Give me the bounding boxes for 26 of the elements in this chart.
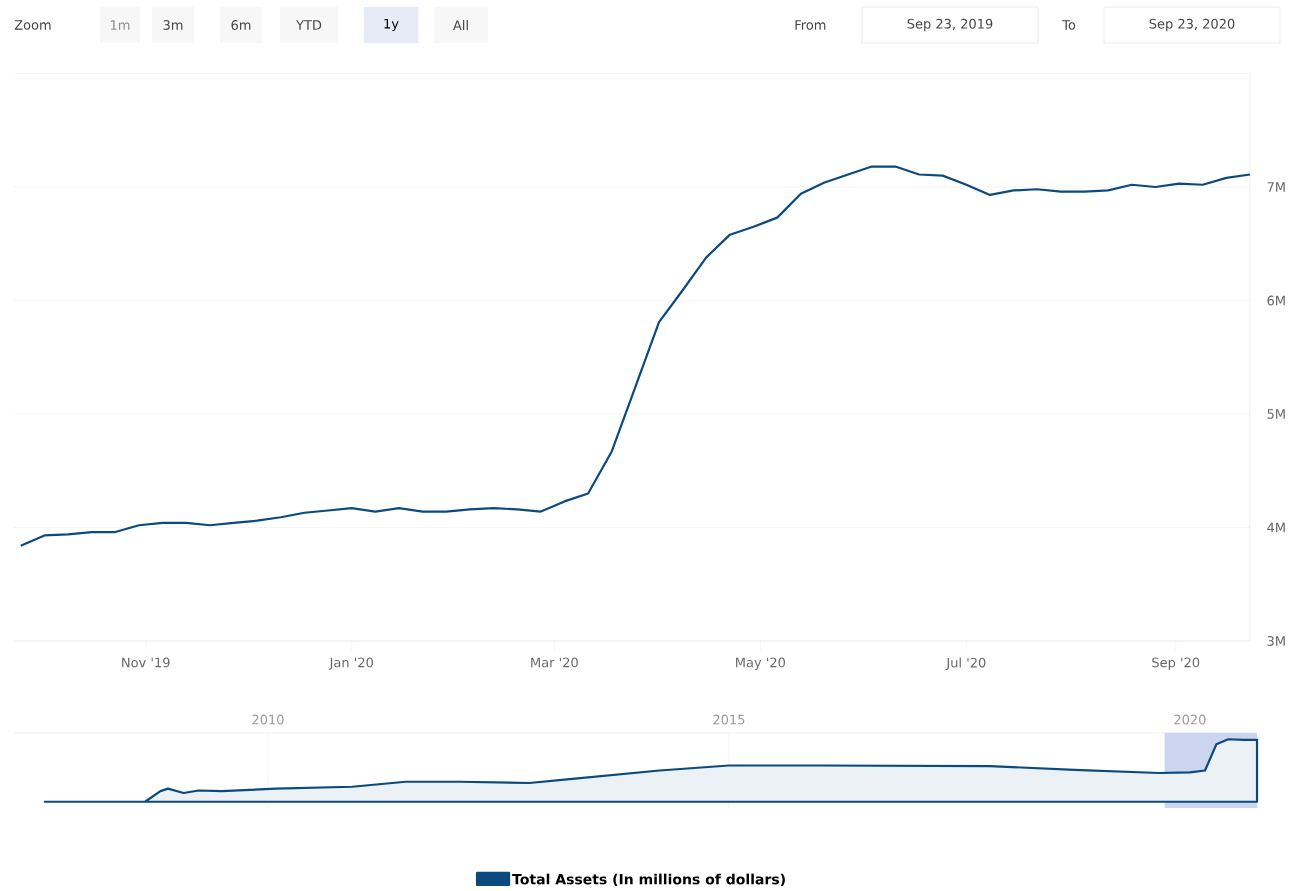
x-tick-label: Nov '19 [122, 657, 170, 668]
text: 1m [110, 20, 130, 30]
x-tick-label: Jan '20 [328, 657, 373, 670]
text: Sep 23, 2019 [907, 18, 993, 32]
y-tick-label: 6M [1267, 295, 1285, 306]
text: From [795, 20, 826, 30]
x-tick-label: 2020 [1174, 714, 1206, 725]
x-tick-label: Mar '20 [531, 657, 578, 668]
x-tick-label: Jul '20 [945, 657, 986, 671]
text: Zoom [14, 20, 51, 30]
text: 1y [384, 18, 399, 32]
y-tick-label: 3M [1267, 636, 1285, 646]
y-tick-label: 7M [1267, 182, 1285, 192]
text: 3m [163, 20, 183, 30]
y-tick-label: 5M [1267, 409, 1285, 419]
text: YTD [296, 20, 322, 30]
text: All [453, 20, 468, 30]
legend-label: Total Assets (In millions of dollars) [512, 873, 785, 887]
x-tick-label: 2015 [713, 714, 745, 725]
text: 6m [231, 20, 251, 30]
text: To [1062, 20, 1076, 30]
y-tick-label: 4M [1267, 522, 1285, 533]
x-tick-label: 2010 [252, 714, 284, 725]
x-tick-label: Sep '20 [1152, 657, 1200, 670]
text: Sep 23, 2020 [1149, 18, 1235, 32]
x-tick-label: May '20 [736, 657, 786, 670]
